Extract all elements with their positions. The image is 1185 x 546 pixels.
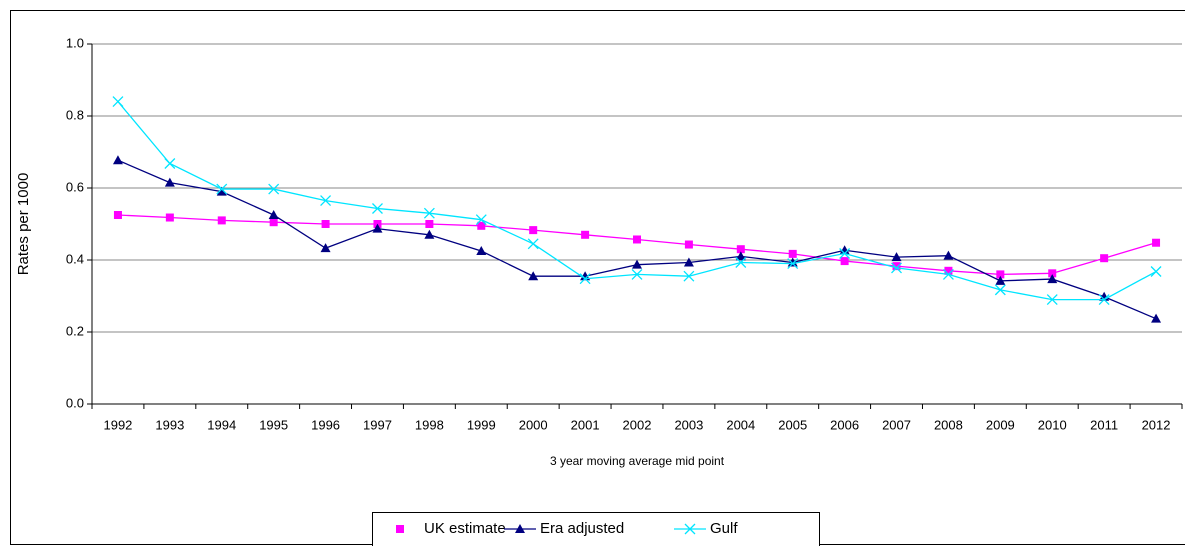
data-point — [425, 220, 434, 228]
y-tick-label: 0.4 — [66, 251, 84, 266]
data-point — [424, 229, 435, 239]
y-axis-title: Rates per 1000 — [15, 173, 32, 276]
data-point — [216, 186, 227, 196]
data-point — [942, 268, 954, 280]
legend-marker — [396, 525, 404, 533]
legend-label: Era adjusted — [540, 520, 624, 537]
x-tick-label: 1998 — [415, 417, 444, 432]
data-point — [892, 262, 901, 271]
data-point — [165, 213, 174, 222]
data-point — [891, 252, 902, 262]
data-point — [735, 251, 746, 261]
data-point — [1098, 294, 1110, 306]
data-point — [788, 249, 797, 258]
data-point — [839, 248, 851, 259]
data-point — [839, 245, 850, 255]
legend-label: Gulf — [710, 520, 738, 537]
x-tick-label: 2007 — [882, 417, 911, 432]
data-point — [633, 235, 641, 244]
x-tick-label: 1994 — [207, 417, 236, 432]
legend-label: UK estimate — [424, 520, 506, 537]
x-tick-label: 2003 — [674, 417, 703, 432]
data-point — [268, 210, 279, 219]
data-point — [579, 273, 591, 285]
data-point — [1150, 266, 1162, 277]
legend-marker — [684, 523, 696, 535]
data-point — [891, 262, 902, 274]
y-tick-label: 0.2 — [66, 323, 84, 338]
y-tick-label: 0.8 — [66, 107, 84, 122]
data-point — [216, 183, 228, 195]
x-tick-label: 2012 — [1142, 417, 1171, 432]
data-point — [632, 259, 642, 269]
data-point — [372, 223, 383, 233]
x-axis-title: 3 year moving average mid point — [550, 454, 725, 468]
x-tick-label: 2008 — [934, 417, 963, 432]
data-point — [1046, 294, 1058, 306]
data-point — [1048, 269, 1057, 278]
data-point — [320, 195, 332, 207]
data-point — [994, 284, 1006, 296]
data-point — [996, 270, 1005, 279]
data-point — [113, 211, 122, 219]
data-point — [372, 203, 383, 214]
data-point — [840, 257, 849, 266]
data-point — [164, 177, 175, 187]
y-tick-label: 0.0 — [66, 395, 84, 410]
x-tick-label: 2010 — [1038, 417, 1067, 432]
x-tick-label: 2006 — [830, 417, 859, 432]
x-tick-label: 2002 — [623, 417, 652, 432]
data-point — [475, 214, 487, 226]
x-tick-label: 1995 — [259, 417, 288, 432]
data-point — [320, 243, 331, 253]
series-line — [117, 101, 1157, 301]
legend — [372, 512, 820, 546]
data-point — [528, 271, 539, 281]
x-tick-label: 2001 — [571, 417, 600, 432]
data-point — [529, 226, 538, 235]
data-point — [943, 250, 954, 260]
y-tick-label: 0.6 — [66, 179, 84, 194]
data-point — [476, 246, 487, 255]
legend-marker — [515, 524, 525, 533]
data-point — [631, 268, 643, 280]
x-tick-label: 1999 — [467, 417, 496, 432]
data-point — [787, 257, 798, 267]
data-point — [683, 270, 695, 282]
data-point — [684, 240, 693, 249]
x-tick-label: 1997 — [363, 417, 392, 432]
data-point — [423, 207, 435, 219]
data-point — [112, 155, 123, 165]
data-point — [269, 218, 278, 227]
x-tick-label: 2004 — [726, 417, 755, 432]
data-point — [527, 238, 539, 250]
x-tick-label: 2005 — [778, 417, 807, 432]
data-point — [321, 220, 330, 228]
x-tick-label: 2009 — [986, 417, 1015, 432]
y-tick-label: 1.0 — [66, 35, 84, 50]
data-point — [1152, 238, 1161, 247]
x-tick-label: 2000 — [519, 417, 548, 432]
data-point — [1151, 313, 1162, 323]
data-point — [735, 257, 747, 268]
data-point — [217, 216, 226, 225]
data-point — [581, 230, 590, 239]
data-point — [477, 221, 486, 230]
data-point — [112, 96, 124, 108]
data-point — [1047, 274, 1058, 284]
data-point — [995, 275, 1006, 285]
data-point — [164, 158, 176, 169]
data-point — [736, 245, 745, 254]
x-tick-label: 1996 — [311, 417, 340, 432]
data-point — [1100, 254, 1109, 263]
data-point — [683, 257, 694, 267]
x-tick-label: 1993 — [155, 417, 184, 432]
data-point — [268, 183, 280, 195]
x-tick-label: 1992 — [103, 417, 132, 432]
x-tick-label: 2011 — [1090, 417, 1118, 432]
data-point — [944, 266, 953, 275]
data-point — [787, 258, 799, 270]
